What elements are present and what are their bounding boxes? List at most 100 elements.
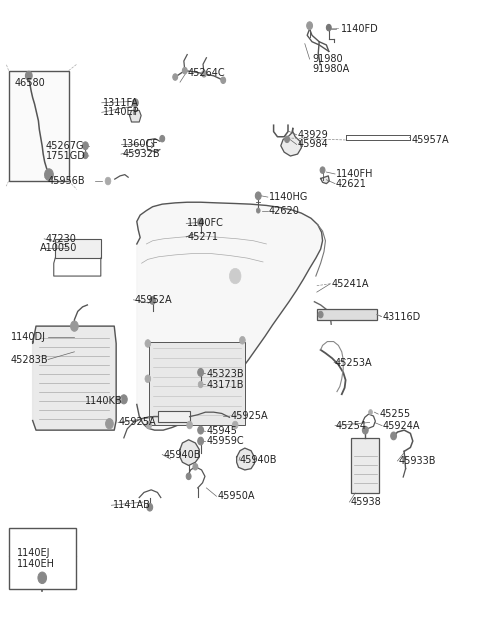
Text: 45940B: 45940B (240, 455, 277, 465)
Circle shape (362, 426, 368, 434)
Text: 1140KB: 1140KB (85, 396, 123, 406)
Circle shape (187, 421, 192, 429)
Bar (317, 309, 377, 320)
Text: 45950A: 45950A (217, 491, 255, 501)
Circle shape (145, 340, 151, 347)
Text: 45924A: 45924A (383, 421, 420, 431)
Circle shape (160, 135, 165, 142)
Circle shape (198, 218, 204, 226)
Circle shape (285, 136, 289, 143)
Circle shape (320, 167, 325, 173)
Circle shape (147, 503, 153, 511)
Text: 45959C: 45959C (206, 436, 244, 446)
Circle shape (221, 77, 226, 83)
Bar (9, 71, 69, 181)
Circle shape (182, 67, 187, 74)
Text: 45945: 45945 (206, 426, 237, 437)
Circle shape (255, 192, 261, 200)
Text: 1140FH: 1140FH (336, 169, 373, 179)
Text: 42620: 42620 (269, 205, 300, 216)
Bar (351, 438, 379, 493)
Text: 45932B: 45932B (122, 149, 160, 159)
Polygon shape (281, 128, 301, 156)
Text: 45241A: 45241A (331, 279, 369, 289)
Text: 45984: 45984 (298, 139, 328, 150)
Text: 45940B: 45940B (163, 449, 201, 460)
Text: 42621: 42621 (336, 178, 367, 189)
Circle shape (369, 410, 372, 415)
Text: 45925A: 45925A (119, 417, 156, 428)
Polygon shape (33, 326, 116, 430)
Circle shape (45, 169, 53, 180)
Polygon shape (180, 440, 199, 465)
Circle shape (198, 381, 203, 388)
Text: 45253A: 45253A (335, 358, 372, 368)
Circle shape (318, 311, 323, 318)
Circle shape (307, 22, 312, 30)
Circle shape (150, 297, 156, 304)
Text: 45933B: 45933B (398, 456, 436, 466)
Circle shape (326, 24, 331, 31)
Text: 1140EH: 1140EH (17, 559, 55, 569)
Circle shape (120, 395, 127, 404)
Circle shape (83, 152, 88, 159)
Text: 45925A: 45925A (230, 411, 268, 421)
Bar (149, 342, 245, 425)
Circle shape (117, 396, 121, 403)
Text: 45267G: 45267G (46, 141, 84, 152)
Text: 91980: 91980 (312, 54, 343, 64)
Circle shape (256, 208, 260, 213)
Text: 91980A: 91980A (312, 64, 349, 74)
Polygon shape (137, 202, 323, 430)
Circle shape (391, 432, 396, 440)
Text: 43929: 43929 (298, 130, 328, 140)
Text: 1140FD: 1140FD (341, 24, 379, 34)
Circle shape (202, 71, 206, 77)
Polygon shape (130, 110, 141, 122)
Text: 47230: 47230 (46, 234, 76, 244)
Circle shape (198, 369, 204, 376)
Text: 1141AB: 1141AB (113, 500, 151, 510)
Circle shape (106, 419, 113, 429)
Text: 45254: 45254 (336, 421, 367, 431)
Text: 1360CF: 1360CF (122, 139, 159, 150)
Bar (55, 239, 101, 258)
Circle shape (105, 177, 111, 185)
Text: 45264C: 45264C (187, 67, 225, 78)
Text: 45323B: 45323B (206, 369, 244, 379)
Text: 45956B: 45956B (48, 176, 85, 186)
Circle shape (240, 336, 245, 344)
Text: 45283B: 45283B (11, 354, 48, 365)
Circle shape (198, 437, 204, 445)
Text: 45957A: 45957A (412, 135, 449, 145)
Circle shape (38, 572, 47, 584)
Text: 1140DJ: 1140DJ (11, 332, 46, 342)
Circle shape (193, 464, 198, 470)
Text: 1140HG: 1140HG (269, 192, 308, 202)
Circle shape (145, 375, 151, 383)
Polygon shape (237, 448, 254, 470)
Circle shape (146, 421, 152, 429)
Circle shape (25, 71, 32, 80)
Circle shape (71, 321, 78, 331)
Circle shape (198, 426, 204, 434)
Text: 45952A: 45952A (134, 295, 172, 305)
Text: 1140EJ: 1140EJ (17, 548, 50, 559)
Text: 1311FA: 1311FA (103, 98, 139, 108)
Circle shape (83, 142, 88, 150)
Circle shape (132, 99, 138, 107)
Circle shape (232, 421, 238, 429)
Text: 43171B: 43171B (206, 379, 244, 390)
Bar (158, 411, 190, 422)
Text: 45255: 45255 (379, 409, 410, 419)
Text: A10050: A10050 (40, 243, 77, 254)
Text: 45938: 45938 (350, 497, 381, 507)
Text: 43116D: 43116D (383, 311, 421, 322)
Text: 45271: 45271 (187, 232, 218, 242)
Circle shape (229, 268, 241, 284)
Text: 1140FC: 1140FC (187, 218, 224, 229)
Text: 46580: 46580 (14, 78, 45, 89)
Circle shape (186, 473, 191, 480)
Polygon shape (321, 176, 329, 184)
Text: 1140EP: 1140EP (103, 107, 140, 117)
